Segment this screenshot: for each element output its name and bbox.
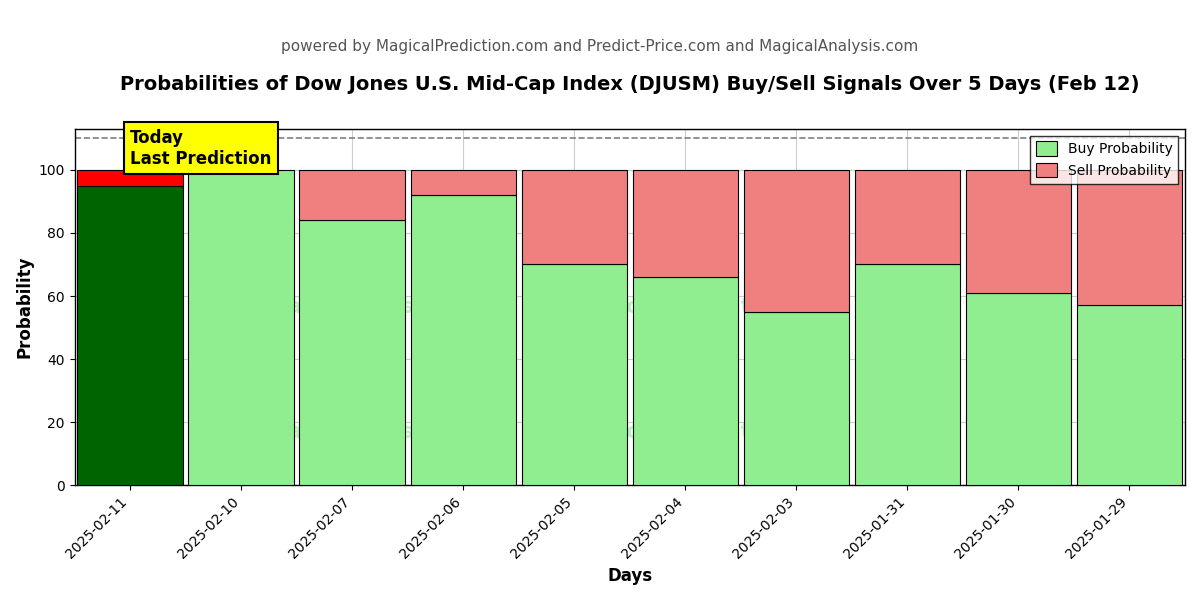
Legend: Buy Probability, Sell Probability: Buy Probability, Sell Probability [1030,136,1178,184]
Bar [1076,305,1182,485]
Bar [300,220,404,485]
Bar [188,170,294,485]
Bar [744,312,850,485]
Bar [854,170,960,265]
Y-axis label: Probability: Probability [16,256,34,358]
Bar [522,265,628,485]
Text: calAnalysis.com: calAnalysis.com [274,297,475,317]
Bar [78,170,182,185]
Text: MagicalPrediction.com: MagicalPrediction.com [565,297,851,317]
Text: Today
Last Prediction: Today Last Prediction [130,129,271,167]
Title: Probabilities of Dow Jones U.S. Mid-Cap Index (DJUSM) Buy/Sell Signals Over 5 Da: Probabilities of Dow Jones U.S. Mid-Cap … [120,75,1140,94]
Bar [410,170,516,195]
X-axis label: Days: Days [607,567,653,585]
Bar [632,170,738,277]
Bar [522,170,628,265]
Bar [854,265,960,485]
Text: calAnalysis.com: calAnalysis.com [274,422,475,442]
Bar [410,195,516,485]
Bar [300,170,404,220]
Bar [966,293,1072,485]
Bar [966,170,1072,293]
Text: MagicalPrediction.com: MagicalPrediction.com [565,422,851,442]
Bar [78,185,182,485]
Bar [632,277,738,485]
Bar [1076,170,1182,305]
Bar [744,170,850,312]
Text: powered by MagicalPrediction.com and Predict-Price.com and MagicalAnalysis.com: powered by MagicalPrediction.com and Pre… [281,39,919,54]
